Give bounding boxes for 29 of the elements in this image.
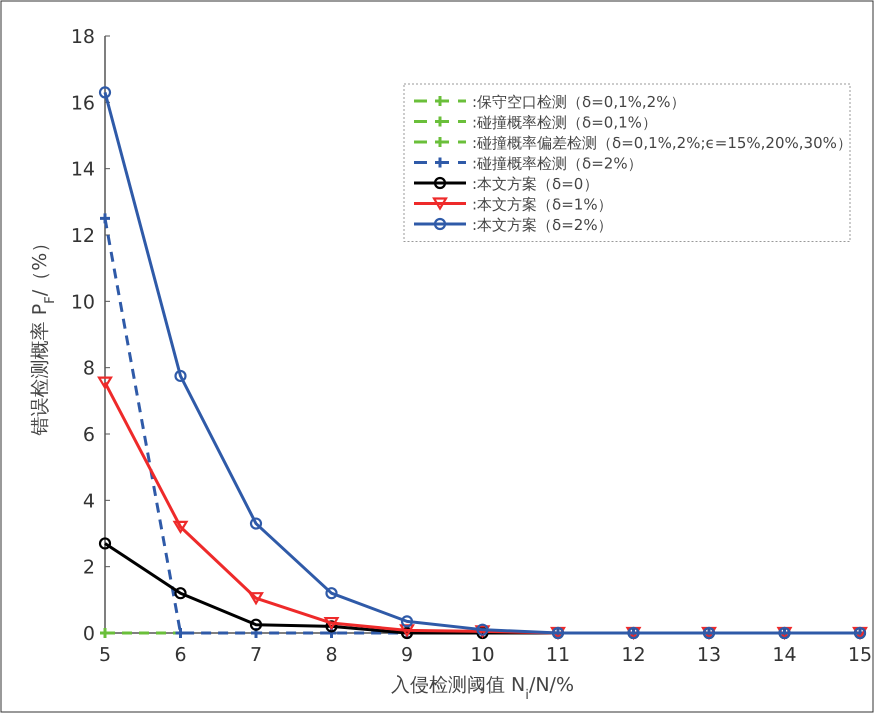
x-tick-label: 13 [696, 644, 722, 666]
y-tick-label: 4 [82, 490, 95, 512]
x-tick-label: 15 [848, 644, 872, 666]
y-tick-label: 10 [70, 291, 95, 314]
y-tick-label: 0 [82, 623, 95, 645]
x-tick-label: 14 [772, 644, 797, 666]
y-tick-label: 16 [70, 92, 95, 114]
legend-label: :碰撞概率偏差检测（δ=0,1%,2%;ϵ=15%,20%,30%） [472, 134, 852, 152]
legend-label: :碰撞概率检测（δ=0,1%） [472, 114, 657, 132]
legend-label: :本文方案（δ=2%） [472, 216, 613, 234]
x-tick-label: 12 [621, 644, 646, 666]
x-tick-label: 11 [546, 644, 570, 666]
y-tick-label: 18 [70, 26, 95, 48]
y-tick-label: 14 [70, 158, 95, 181]
legend-label: :碰撞概率检测（δ=2%） [472, 154, 643, 172]
x-tick-label: 6 [174, 644, 187, 666]
y-tick-label: 8 [82, 358, 95, 380]
legend-label: :本文方案（δ=1%） [472, 196, 613, 214]
legend-label: :保守空口检测（δ=0,1%,2%） [472, 93, 686, 111]
x-tick-label: 5 [98, 644, 112, 666]
x-tick-label: 9 [400, 644, 414, 666]
x-tick-label: 10 [470, 644, 495, 666]
legend-label: :本文方案（δ=0） [472, 175, 598, 193]
y-tick-label: 6 [82, 424, 95, 446]
y-tick-label: 2 [82, 556, 95, 579]
y-tick-label: 12 [70, 225, 95, 247]
x-tick-label: 7 [250, 644, 262, 666]
x-axis-title: 入侵检测阈值 N$_{i}$/N/% [390, 674, 574, 702]
x-tick-label: 8 [325, 644, 338, 666]
